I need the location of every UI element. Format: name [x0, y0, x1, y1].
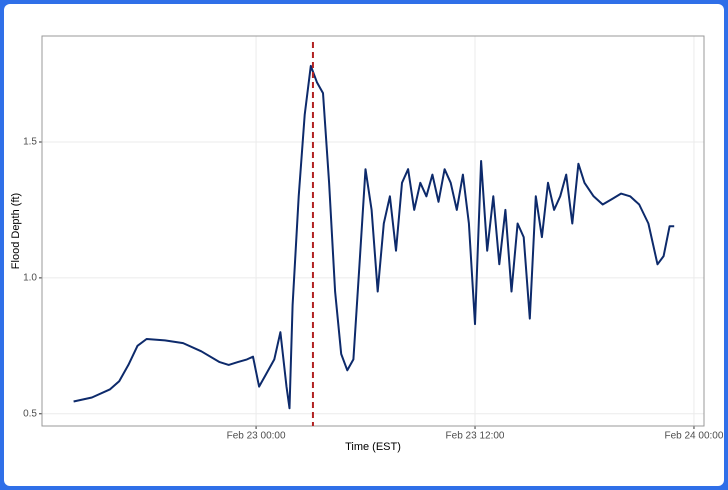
- y-tick-label: 0.5: [23, 408, 37, 419]
- y-tick-label: 1.0: [23, 273, 37, 284]
- y-tick-label: 1.5: [23, 137, 37, 148]
- y-axis-title: Flood Depth (ft): [10, 193, 22, 269]
- frame: Time (EST) Flood Depth (ft) 0.5 1.0 1.5 Feb…: [4, 4, 724, 486]
- plot-border: [41, 35, 705, 427]
- x-tick-label: Feb 23 00:00: [227, 431, 286, 442]
- x-tick-label: Feb 24 00:00: [664, 431, 723, 442]
- x-tick-label: Feb 23 12:00: [446, 431, 505, 442]
- chart: Time (EST) Flood Depth (ft) 0.5 1.0 1.5 Feb…: [10, 35, 724, 453]
- x-axis-title: Time (EST): [345, 441, 401, 453]
- line: [73, 64, 675, 410]
